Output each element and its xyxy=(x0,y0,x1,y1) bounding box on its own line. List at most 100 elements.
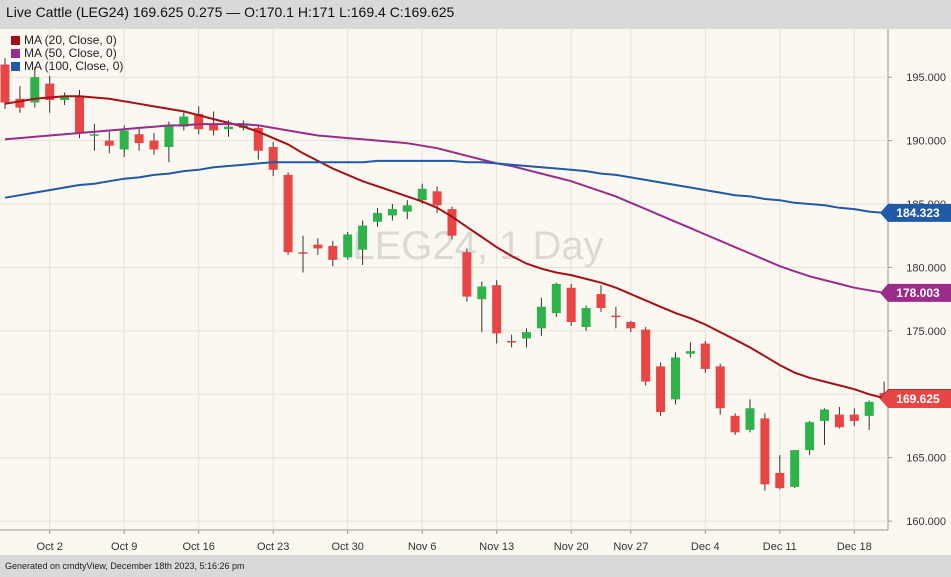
candle-body-up xyxy=(60,96,70,101)
candle xyxy=(328,240,338,267)
candle-body-down xyxy=(283,174,293,253)
last-price-tag-bg xyxy=(880,390,951,409)
y-tick-label: 195.000 xyxy=(906,72,946,84)
candle xyxy=(492,280,502,344)
y-tick-label: 180.000 xyxy=(906,262,946,274)
candle-body-down xyxy=(209,124,219,131)
candle-body-up xyxy=(30,77,40,103)
candle xyxy=(745,399,755,433)
y-tick-label: 190.000 xyxy=(906,136,946,148)
price-tag-label: 184.323 xyxy=(896,206,940,220)
candle-body-down xyxy=(507,341,517,343)
y-tick-label: 165.000 xyxy=(906,453,946,465)
candle-body-down xyxy=(432,191,442,206)
moving-average-lines xyxy=(4,95,885,400)
candle-body-down xyxy=(15,98,25,108)
candle-body-down xyxy=(700,343,710,369)
candle xyxy=(611,306,621,329)
candle-body-up xyxy=(179,116,189,127)
candle xyxy=(864,400,874,430)
candle-body-down xyxy=(328,245,338,260)
x-axis-area xyxy=(0,530,951,555)
candle-body-up xyxy=(343,234,353,258)
candle xyxy=(477,281,487,333)
candle-body-down xyxy=(45,83,55,101)
candle-body-up xyxy=(89,134,99,136)
candle-body-up xyxy=(522,332,531,339)
candle xyxy=(447,206,457,240)
candle xyxy=(834,406,844,429)
plot-area xyxy=(0,29,888,530)
candle xyxy=(358,220,368,265)
x-tick-label: Dec 18 xyxy=(837,541,872,553)
candle xyxy=(15,86,25,113)
candle-body-up xyxy=(119,130,129,150)
x-tick-label: Nov 6 xyxy=(408,541,437,553)
y-axis-area xyxy=(888,29,951,530)
candles xyxy=(0,58,889,491)
x-tick-label: Nov 20 xyxy=(554,541,589,553)
candle xyxy=(313,238,323,255)
legend-item-ma100[interactable]: MA (100, Close, 0) xyxy=(0,60,123,73)
x-tick-label: Dec 11 xyxy=(763,541,797,553)
candle xyxy=(164,121,174,163)
chart-title: Live Cattle (LEG24) 169.625 0.275 — O:17… xyxy=(6,4,455,20)
candle-body-down xyxy=(641,329,651,382)
candle xyxy=(60,92,70,106)
candle xyxy=(134,127,144,151)
candle-body-up xyxy=(536,306,546,329)
x-tick-label: Nov 27 xyxy=(613,541,648,553)
candle-body-down xyxy=(298,252,308,254)
legend-item-ma50[interactable]: MA (50, Close, 0) xyxy=(0,47,123,60)
candle-body-down xyxy=(313,244,323,249)
candle xyxy=(551,282,561,317)
candle xyxy=(715,363,725,415)
candle-body-up xyxy=(671,357,680,400)
candle-body-up xyxy=(820,409,829,421)
candle-body-up xyxy=(581,308,591,328)
candle-body-down xyxy=(447,209,457,236)
candle xyxy=(387,204,397,221)
candle xyxy=(104,131,114,154)
candle xyxy=(685,342,695,358)
candle-body-up xyxy=(551,283,561,314)
watermark: LEG24, 1 Day xyxy=(352,224,603,268)
legend-item-ma20[interactable]: MA (20, Close, 0) xyxy=(0,34,123,47)
candle-body-down xyxy=(194,113,204,130)
legend-swatch-ma20 xyxy=(11,36,20,45)
candle xyxy=(89,124,99,151)
candle xyxy=(507,334,517,348)
candle-body-up xyxy=(402,205,412,212)
candle xyxy=(283,172,293,255)
legend-label-ma20: MA (20, Close, 0) xyxy=(24,33,117,47)
y-tick-label: 175.000 xyxy=(906,326,946,338)
candle xyxy=(790,450,800,489)
candle-body-up xyxy=(805,422,815,451)
candle xyxy=(656,362,666,416)
candle-body-down xyxy=(775,472,785,489)
candle xyxy=(671,352,680,405)
candle-body-up xyxy=(745,408,755,430)
x-tick-label: Nov 13 xyxy=(479,541,514,553)
candle-body-down xyxy=(268,146,278,170)
candle-body-down xyxy=(253,127,263,151)
candle-body-up xyxy=(477,286,487,300)
candle xyxy=(194,106,204,135)
candle-body-down xyxy=(849,414,859,421)
candle-body-down xyxy=(626,321,636,329)
candle xyxy=(581,305,591,331)
candle-body-up xyxy=(387,209,397,216)
price-tag-ma-1: 178.003 xyxy=(880,283,951,302)
candle-body-up xyxy=(685,351,695,354)
candle xyxy=(566,283,576,326)
price-tag-ma-2: 184.323 xyxy=(880,203,951,222)
x-tick-label: Oct 23 xyxy=(257,541,289,553)
candle-body-down xyxy=(566,287,576,322)
candle-body-down xyxy=(462,252,472,297)
price-tag-label: 178.003 xyxy=(896,286,940,300)
candle-body-down xyxy=(834,414,844,428)
candle xyxy=(730,413,740,435)
candle xyxy=(298,235,308,273)
